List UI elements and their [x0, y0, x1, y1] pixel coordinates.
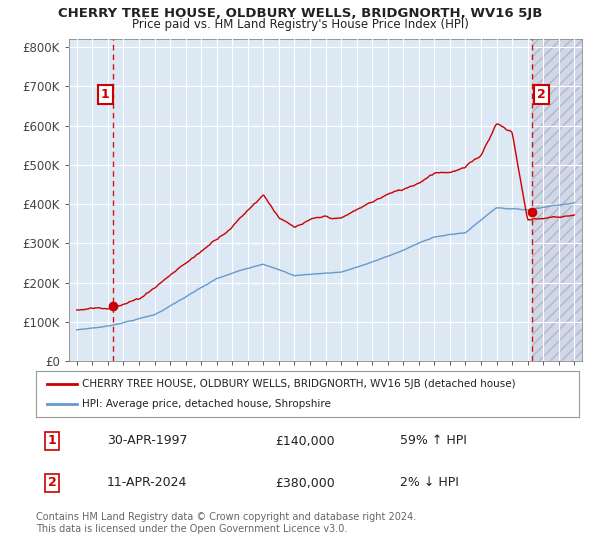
- Text: 2: 2: [48, 477, 56, 489]
- Text: 1: 1: [101, 88, 110, 101]
- Text: CHERRY TREE HOUSE, OLDBURY WELLS, BRIDGNORTH, WV16 5JB: CHERRY TREE HOUSE, OLDBURY WELLS, BRIDGN…: [58, 7, 542, 20]
- Text: 2: 2: [537, 88, 545, 101]
- Text: 59% ↑ HPI: 59% ↑ HPI: [400, 435, 467, 447]
- Text: Price paid vs. HM Land Registry's House Price Index (HPI): Price paid vs. HM Land Registry's House …: [131, 18, 469, 31]
- Text: 2% ↓ HPI: 2% ↓ HPI: [400, 477, 458, 489]
- Text: CHERRY TREE HOUSE, OLDBURY WELLS, BRIDGNORTH, WV16 5JB (detached house): CHERRY TREE HOUSE, OLDBURY WELLS, BRIDGN…: [82, 379, 516, 389]
- Text: Contains HM Land Registry data © Crown copyright and database right 2024.
This d: Contains HM Land Registry data © Crown c…: [36, 512, 416, 534]
- Text: 1: 1: [48, 435, 56, 447]
- Text: HPI: Average price, detached house, Shropshire: HPI: Average price, detached house, Shro…: [82, 399, 331, 409]
- Text: 30-APR-1997: 30-APR-1997: [107, 435, 187, 447]
- Text: 11-APR-2024: 11-APR-2024: [107, 477, 187, 489]
- Text: £140,000: £140,000: [275, 435, 335, 447]
- Text: £380,000: £380,000: [275, 477, 335, 489]
